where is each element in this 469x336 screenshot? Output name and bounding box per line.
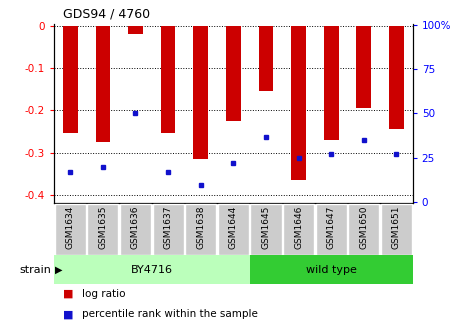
Bar xyxy=(226,26,241,121)
FancyBboxPatch shape xyxy=(381,204,412,255)
Text: GSM1635: GSM1635 xyxy=(98,205,107,249)
Bar xyxy=(324,26,339,140)
Bar xyxy=(54,255,250,284)
Text: ■: ■ xyxy=(63,289,74,299)
Text: percentile rank within the sample: percentile rank within the sample xyxy=(82,309,258,319)
Text: GSM1647: GSM1647 xyxy=(327,205,336,249)
FancyBboxPatch shape xyxy=(250,204,281,255)
FancyBboxPatch shape xyxy=(87,204,119,255)
Text: GSM1634: GSM1634 xyxy=(66,205,75,249)
Text: GSM1651: GSM1651 xyxy=(392,205,401,249)
Bar xyxy=(250,255,413,284)
Text: GSM1636: GSM1636 xyxy=(131,205,140,249)
FancyBboxPatch shape xyxy=(152,204,184,255)
Text: GSM1650: GSM1650 xyxy=(359,205,368,249)
Text: GSM1638: GSM1638 xyxy=(196,205,205,249)
FancyBboxPatch shape xyxy=(218,204,249,255)
Bar xyxy=(63,26,77,133)
FancyBboxPatch shape xyxy=(120,204,151,255)
Bar xyxy=(291,26,306,180)
Bar xyxy=(128,26,143,34)
FancyBboxPatch shape xyxy=(348,204,379,255)
Text: log ratio: log ratio xyxy=(82,289,126,299)
FancyBboxPatch shape xyxy=(316,204,347,255)
FancyBboxPatch shape xyxy=(55,204,86,255)
Text: GSM1644: GSM1644 xyxy=(229,205,238,249)
Bar xyxy=(356,26,371,108)
Text: GDS94 / 4760: GDS94 / 4760 xyxy=(63,7,151,20)
Bar xyxy=(193,26,208,159)
Text: strain: strain xyxy=(20,265,52,275)
Bar xyxy=(258,26,273,91)
Text: GSM1637: GSM1637 xyxy=(164,205,173,249)
Text: GSM1646: GSM1646 xyxy=(294,205,303,249)
Bar xyxy=(96,26,110,142)
Text: GSM1645: GSM1645 xyxy=(261,205,271,249)
Text: BY4716: BY4716 xyxy=(131,265,173,275)
Text: wild type: wild type xyxy=(306,265,356,275)
Bar xyxy=(389,26,404,129)
FancyBboxPatch shape xyxy=(283,204,314,255)
Text: ▶: ▶ xyxy=(55,265,62,275)
Bar xyxy=(161,26,175,133)
Text: ■: ■ xyxy=(63,309,74,319)
FancyBboxPatch shape xyxy=(185,204,216,255)
